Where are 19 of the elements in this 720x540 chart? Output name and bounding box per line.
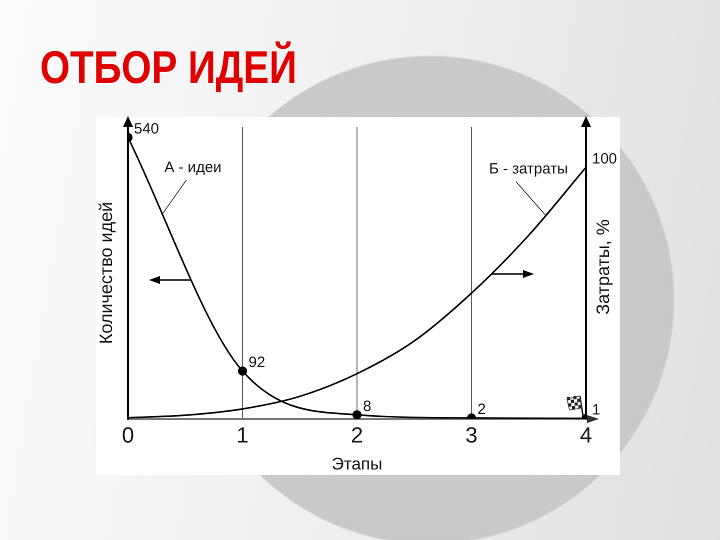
y2-axis-title: Затраты, % [592, 219, 613, 315]
point [352, 410, 362, 419]
x-axis-title: Этапы [332, 454, 382, 474]
x-tick-label: 4 [580, 422, 592, 448]
data-label: 100 [592, 150, 618, 168]
x-tick-label: 1 [236, 422, 249, 448]
x-tick-label: 0 [122, 422, 134, 448]
x-tick-label: 2 [350, 422, 364, 448]
data-label: 540 [134, 120, 160, 138]
y-axis-title: Количество идей [96, 202, 116, 344]
x-tick-label: 3 [465, 422, 478, 448]
data-label: 8 [363, 398, 372, 415]
data-label: 1 [592, 402, 600, 419]
series-label: А - идеи [164, 159, 222, 176]
point [238, 366, 248, 376]
data-label: 92 [248, 354, 266, 372]
series-label: Б - затраты [488, 160, 568, 178]
data-label: 2 [478, 401, 486, 418]
chart-title: ОТБОР ИДЕЙ [40, 40, 297, 94]
